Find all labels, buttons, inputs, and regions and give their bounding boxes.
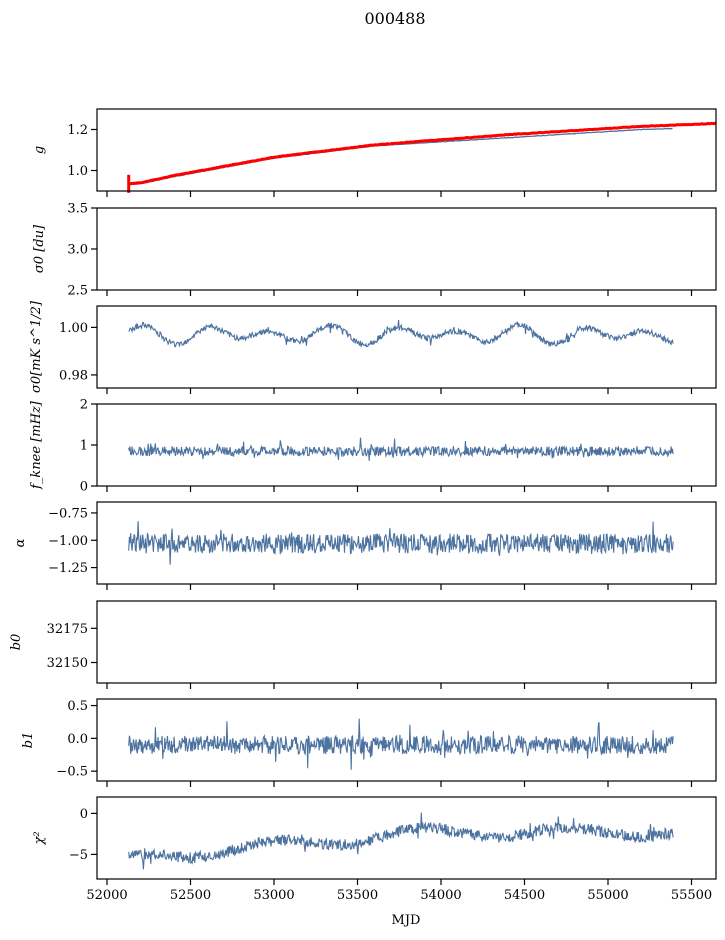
x-tick-label: 52000 [86,888,127,903]
y-tick-label: 1.0 [67,164,88,179]
series-line-sigma0_mK [128,319,674,348]
x-tick-label: 53500 [337,888,378,903]
x-axis-label: MJD [392,913,421,928]
y-tick-label: 0 [80,480,88,495]
y-tick-label: 1.2 [67,123,88,138]
panel-g: 1.0 1.2 g [32,108,717,197]
series-line-b0 [129,610,673,677]
y-tick-label: −0.5 [56,765,88,780]
axes-frame [96,403,717,487]
series-line-g [128,127,673,186]
y-axis-label: g [32,146,47,154]
y-axis-label: χ² [32,831,47,845]
axes-frame [96,796,717,880]
axes-frame [96,305,717,389]
panel-fknee: 0 1 2 f_knee [mHz] [29,398,717,495]
y-tick-label: 2.5 [67,284,88,299]
series-line-b1 [128,718,674,770]
series-line-fknee [128,437,674,461]
axes-frame [96,600,717,684]
axes-frame [96,207,717,291]
y-tick-label: 0.0 [67,732,88,747]
y-tick-label: 3.5 [67,202,88,217]
y-tick-label: 32175 [47,622,88,637]
y-tick-label: −1.25 [48,561,88,576]
panel-sigma0_du: 2.5 3.0 3.5 σ0 [du] [32,202,717,299]
x-tick-label: 54500 [504,888,545,903]
y-axis-label: σ0 [du] [32,224,47,273]
y-axis-label: b1 [21,732,36,749]
axes-frame [96,108,717,192]
y-axis-label: α [13,538,28,547]
series-line-g-fit [128,121,716,186]
axes-frame [96,501,717,585]
x-tick-label: 55500 [671,888,712,903]
y-axis-label: σ0[mK s^1/2] [29,300,44,393]
y-axis-label: b0 [9,634,24,651]
x-tick-label: 55000 [587,888,628,903]
x-tick-label: 53000 [253,888,294,903]
x-tick-label: 52500 [170,888,211,903]
y-tick-label: 1 [80,439,88,454]
y-tick-label: 2 [80,398,88,413]
y-tick-label: 0.5 [67,699,88,714]
series-line-sigma0_du [129,224,673,283]
y-tick-label: −1.00 [48,534,88,549]
axes-frame [96,698,717,782]
y-tick-label: 1.00 [59,321,88,336]
y-tick-label: 3.0 [67,243,88,258]
series-line-alpha [128,521,674,565]
y-tick-label: 32150 [47,656,88,671]
panel-chi2: −5 0 52000 52500 53000 53500 54000 54500 55000 55… [32,796,717,903]
series-line-chi2 [128,812,674,870]
y-tick-label: 0 [80,807,88,822]
y-tick-label: 0.98 [59,368,88,383]
y-tick-label: −5 [69,848,88,863]
chart-title: 000488 [364,9,425,28]
x-tick-label: 54000 [420,888,461,903]
panel-sigma0_mK: 0.98 1.00 σ0[mK s^1/2] [29,300,717,394]
y-axis-label: f_knee [mHz] [29,400,44,490]
panel-b1: −0.5 0.0 0.5 b1 [21,698,717,787]
panel-b0: 32150 32175 b0 [9,600,717,689]
y-tick-label: −0.75 [48,506,88,521]
panel-alpha: −1.25 −1.00 −0.75 α [13,501,717,590]
